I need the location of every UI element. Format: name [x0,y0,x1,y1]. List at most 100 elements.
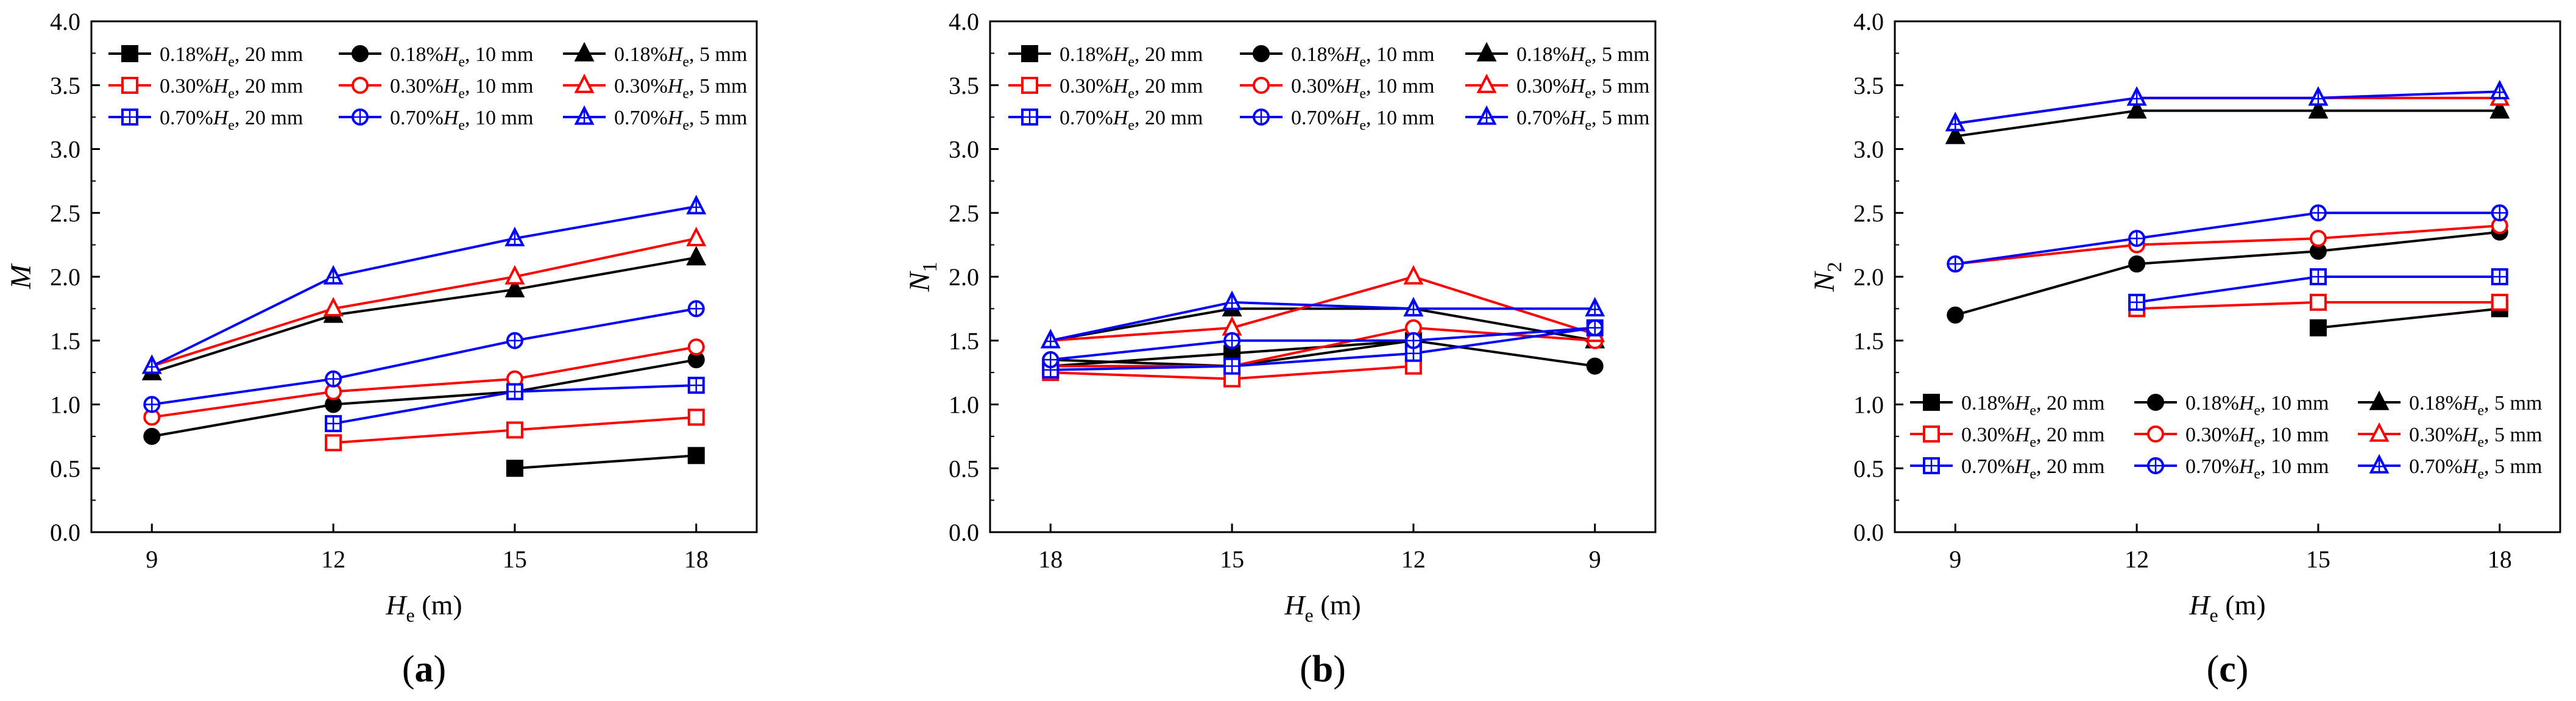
legend: 0.18%He, 20 mm 0.18%He, 10 mm 0.18%He, 5 m… [1910,390,2542,482]
y-tick-label: 3.0 [949,136,979,163]
x-tick-label: 9 [146,546,158,573]
panel-label-letter: b [1312,649,1333,690]
panel-label: (b) [1300,649,1346,690]
legend-label-percent: 0.18% [2409,392,2463,415]
y-tick-label: 3.0 [1853,136,1884,163]
data-point [1945,124,1966,144]
x-tick-label: 9 [1589,546,1601,573]
x-tick-label: 18 [1038,546,1063,573]
legend-label-sub: e [2254,403,2260,419]
data-point [687,338,705,356]
legend-label-sub: e [1585,54,1591,70]
series-2 [143,351,705,445]
series-1 [506,447,705,477]
legend-label-var: H [2462,424,2479,446]
x-axis-title: He (m) [2189,589,2265,626]
legend-label-sub: e [2477,403,2484,419]
legend-label-sub: e [458,86,465,102]
data-point [686,246,707,266]
series-line [151,358,697,438]
legend-label-sub: e [458,118,465,133]
series-3 [141,246,707,380]
legend-label-size: , 20 mm [2036,455,2104,478]
legend-label-size: , 20 mm [235,75,303,98]
legend-item: 0.70%He, 20 mm [108,107,303,133]
y-tick-label: 2.0 [1853,263,1884,291]
legend-item: 0.70%He, 10 mm [1240,107,1434,133]
data-point [2309,319,2327,336]
data-point [2126,99,2147,119]
legend-label-percent: 0.70% [1291,107,1345,129]
legend-label-sub: e [682,54,689,70]
x-tick-label: 18 [2488,546,2512,573]
legend-label: 0.70%He, 20 mm [160,107,303,133]
series-line [151,346,697,419]
legend-marker [2369,422,2390,442]
x-tick-label: 18 [684,546,709,573]
panel-3: 0.0 0.5 1.0 1.5 2.0 2.5 3.0 3.5 4.0 9 12 15 18 He (m)… [1808,8,2561,690]
legend-label-var: H [1569,75,1587,98]
legend-label-percent: 0.70% [1060,107,1113,129]
series-9 [1945,79,2510,132]
legend-label: 0.70%He, 20 mm [1060,107,1203,133]
legend-label-size: , 10 mm [2260,455,2329,478]
data-point [2309,230,2327,247]
panel-label-open: ( [1300,649,1312,690]
legend-item: 0.30%He, 5 mm [563,73,747,102]
series-8 [1042,319,1604,369]
series-9 [1040,290,1605,349]
legend-label-size: , 5 mm [689,43,747,66]
series-7 [2128,268,2508,311]
legend-label-var: H [1344,107,1361,129]
legend-item: 0.30%He, 10 mm [1240,75,1434,102]
y-tick-label: 4.0 [1853,8,1884,35]
legend-item: 0.18%He, 20 mm [108,43,303,70]
series-9 [141,194,707,374]
data-point [323,297,344,317]
series-line [1955,224,2500,266]
legend-item: 0.70%He, 20 mm [1008,107,1203,133]
y-tick-label: 1.5 [1853,327,1884,355]
series-line [1050,326,1595,361]
y-tick-label: 0.0 [949,519,979,546]
panel-label-close: ) [2236,649,2249,690]
data-point [1586,357,1604,375]
series-8 [1947,204,2508,273]
legend-label: 0.18%He, 10 mm [2185,392,2329,419]
legend-label-percent: 0.30% [1291,75,1345,98]
legend-label-var: H [1569,43,1587,66]
series-line [151,237,697,368]
y-tick-label: 2.0 [50,263,80,291]
legend-marker [2147,425,2164,443]
legend-label-percent: 0.30% [1516,75,1570,98]
legend-label-sub: e [2254,435,2260,450]
y-tick-label: 2.5 [1853,199,1884,227]
legend-label: 0.30%He, 20 mm [1961,424,2104,450]
y-axis-var: N [1808,271,1841,293]
series-line [151,256,697,374]
legend-marker [1923,425,1940,443]
legend-label-sub: e [228,86,235,102]
legend-label-percent: 0.70% [614,107,668,129]
data-point [506,421,523,439]
legend-item: 0.70%He, 5 mm [2358,454,2542,482]
legend-marker [1253,77,1270,94]
x-tick-label: 15 [503,546,527,573]
legend-item: 0.70%He, 20 mm [1910,455,2104,482]
legend-label-var: H [1113,75,1130,98]
panel-label-letter: c [2219,649,2236,690]
legend-label-sub: e [1585,86,1591,102]
legend-label-var: H [2014,424,2031,446]
y-tick-label: 1.5 [50,327,80,355]
y-axis-var: M [5,263,37,290]
series-8 [143,300,705,413]
x-tick-label: 12 [2125,546,2149,573]
legend-item: 0.18%He, 10 mm [1240,43,1434,70]
legend-label-sub: e [2029,466,2036,482]
series-line [1955,90,2500,125]
legend-label: 0.18%He, 20 mm [1060,43,1203,70]
series-3 [1945,99,2510,144]
legend-label-var: H [2238,455,2256,478]
legend-marker [1476,73,1497,93]
legend-label-percent: 0.70% [1516,107,1570,129]
